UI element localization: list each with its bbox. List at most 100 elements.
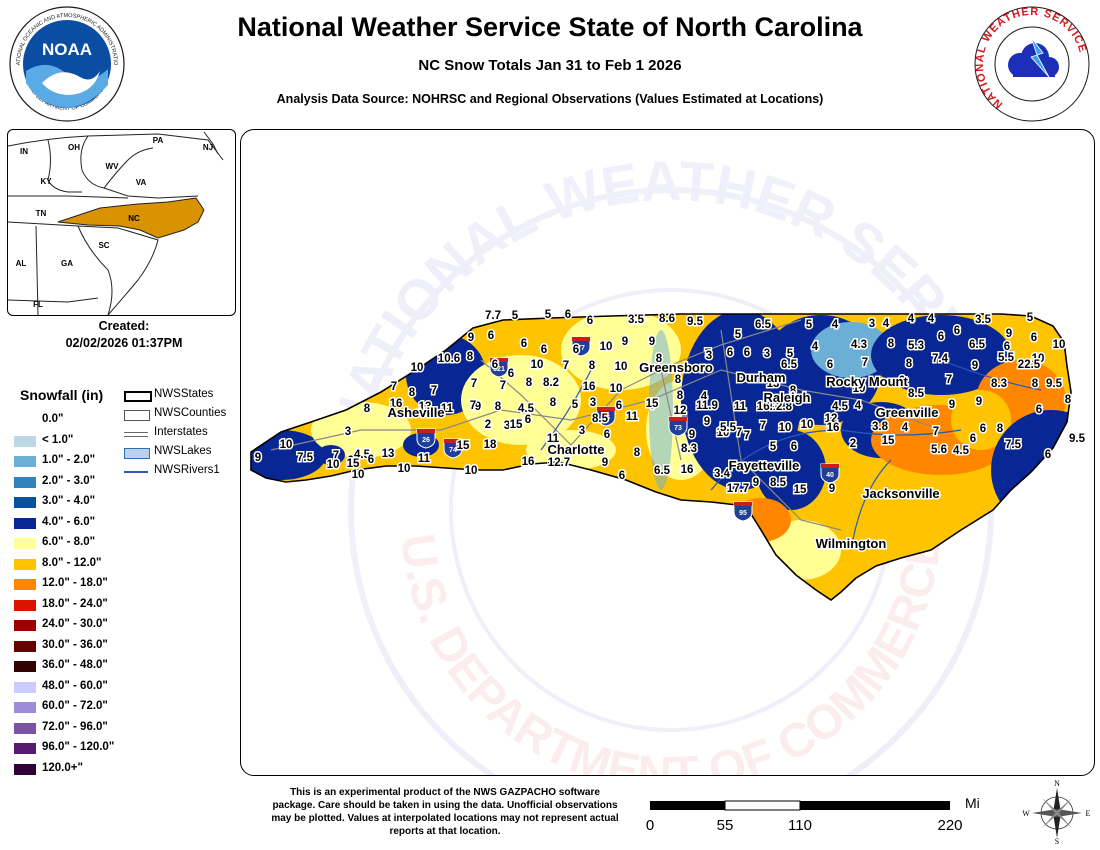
legend-item: 2.0" - 3.0": [14, 473, 144, 493]
snow-value-label: 8: [997, 423, 1004, 435]
city-label: Wilmington: [816, 536, 887, 551]
snow-value-label: 10: [398, 463, 411, 475]
layer-label: NWSStates: [154, 388, 214, 400]
legend-swatch: [14, 435, 36, 447]
snow-value-label: 8: [495, 401, 502, 413]
snow-value-label: 9: [622, 336, 628, 348]
snow-value-label: 8.5: [770, 477, 787, 489]
snow-value-label: 4.3: [851, 339, 867, 351]
snow-value-label: 9: [949, 399, 955, 411]
snow-value-label: 8: [906, 358, 913, 370]
snow-value-label: 9: [602, 457, 608, 469]
inset-label-pa: PA: [153, 136, 164, 145]
legend-item: 36.0" - 48.0": [14, 657, 144, 677]
inset-nc-highlight: [57, 197, 205, 239]
snow-value-label: 6.5: [969, 339, 986, 351]
snow-value-label: 11: [547, 433, 560, 445]
snow-value-label: 3: [348, 455, 354, 467]
snow-value-label: 3: [869, 318, 875, 330]
snow-value-label: 3: [579, 425, 585, 437]
snow-value-label: 9: [829, 483, 835, 495]
snow-value-label: 6: [587, 315, 593, 327]
snow-value-label: 7: [760, 420, 766, 432]
snow-value-label: 2.8: [776, 401, 793, 413]
snow-value-label: 8: [409, 387, 416, 399]
created-stamp: Created: 02/02/2026 01:37PM: [0, 318, 248, 352]
snow-value-label: 11: [418, 453, 431, 465]
snow-value-label: 12.7: [548, 457, 570, 469]
snow-value-label: 10: [717, 427, 730, 439]
snow-value-label: 4: [883, 318, 890, 330]
snow-value-label: 7: [946, 374, 952, 386]
snow-value-label: 6.5: [755, 319, 772, 331]
layer-item-counties: NWSCounties: [124, 406, 244, 425]
snow-value-label: 8.3: [681, 443, 697, 455]
scale-tick-220: 220: [937, 817, 962, 834]
locator-inset-map: PA NJ IN OH WV KY VA TN NC SC AL GA FL: [7, 129, 236, 316]
legend-item: 30.0" - 36.0": [14, 637, 144, 657]
snow-value-label: 4.5: [832, 401, 849, 413]
snow-value-label: 7: [333, 450, 339, 462]
layer-swatch: [124, 432, 148, 437]
interstate-number: 95: [739, 510, 747, 517]
snow-value-label: 4: [812, 341, 819, 353]
scale-tick-0: 0: [646, 817, 654, 834]
layer-label: NWSRivers1: [154, 464, 220, 476]
snow-value-label: 10: [779, 422, 792, 434]
snow-value-label: 9: [689, 429, 695, 441]
scale-unit-label: Miles: [965, 795, 980, 811]
snow-value-label: 7: [470, 400, 476, 412]
snow-value-label: 15: [646, 398, 659, 410]
interstate-number: 26: [422, 437, 430, 444]
snow-value-label: 9: [649, 336, 655, 348]
snow-value-label: 16: [390, 398, 403, 410]
inset-label-nc: NC: [128, 214, 140, 223]
snow-value-label: 10: [280, 439, 293, 451]
snow-value-label: 8: [790, 385, 797, 397]
snow-value-label: 6: [970, 433, 976, 445]
legend-item: 12.0" - 18.0": [14, 575, 144, 595]
noaa-logo-text: NOAA: [42, 40, 92, 59]
legend-label: 6.0" - 8.0": [42, 536, 96, 548]
snow-value-label: 6: [619, 470, 625, 482]
city-label: Greensboro: [639, 360, 713, 375]
snow-value-label: 7: [933, 426, 939, 438]
snow-value-label: 9: [255, 452, 261, 464]
snow-value-label: 15: [882, 435, 895, 447]
snow-value-label: 6: [938, 331, 944, 343]
nws-logo: NATIONAL WEATHER SERVICE: [974, 6, 1090, 122]
legend-label: 72.0" - 96.0": [42, 720, 108, 733]
inset-label-in: IN: [20, 147, 28, 156]
nc-state-outline: [250, 313, 1072, 601]
interstate-shield-icon: 26: [416, 428, 436, 449]
snow-value-label: 6: [980, 423, 986, 435]
layer-item-interstates: Interstates: [124, 425, 244, 444]
legend-item: 24.0" - 30.0": [14, 616, 144, 636]
snow-value-label: 3: [764, 348, 770, 360]
snow-value-label: 6: [791, 441, 797, 453]
city-label: Rocky Mount: [826, 374, 908, 389]
snow-value-label: 8: [1032, 378, 1039, 390]
legend-swatch: [14, 702, 36, 713]
snow-value-label: 8: [656, 353, 663, 365]
snowfall-map: NATIONAL WEATHER SERVICE U.S. DEPARTMENT…: [240, 129, 1095, 776]
interstate-number: 77: [577, 345, 585, 352]
legend-swatch: [14, 640, 36, 652]
snow-value-label: 3: [345, 426, 351, 438]
inset-label-oh: OH: [68, 143, 80, 152]
snow-value-label: 5: [806, 319, 813, 331]
snow-value-label: 15: [510, 419, 523, 431]
snow-value-label: 6: [954, 325, 960, 337]
legend-swatch: [14, 456, 36, 467]
snow-value-label: 10: [1032, 353, 1045, 365]
legend-item: 8.0" - 12.0": [14, 555, 144, 575]
snow-value-label: 5: [545, 309, 552, 321]
compass-s: S: [1055, 837, 1059, 844]
snow-value-label: 9.5: [1046, 378, 1063, 390]
layer-swatch: [124, 391, 152, 402]
layer-item-rivers: NWSRivers1: [124, 463, 244, 482]
layer-swatch: [124, 471, 148, 473]
snow-value-label: 16: [681, 464, 694, 476]
snow-value-label: 4: [855, 400, 862, 412]
